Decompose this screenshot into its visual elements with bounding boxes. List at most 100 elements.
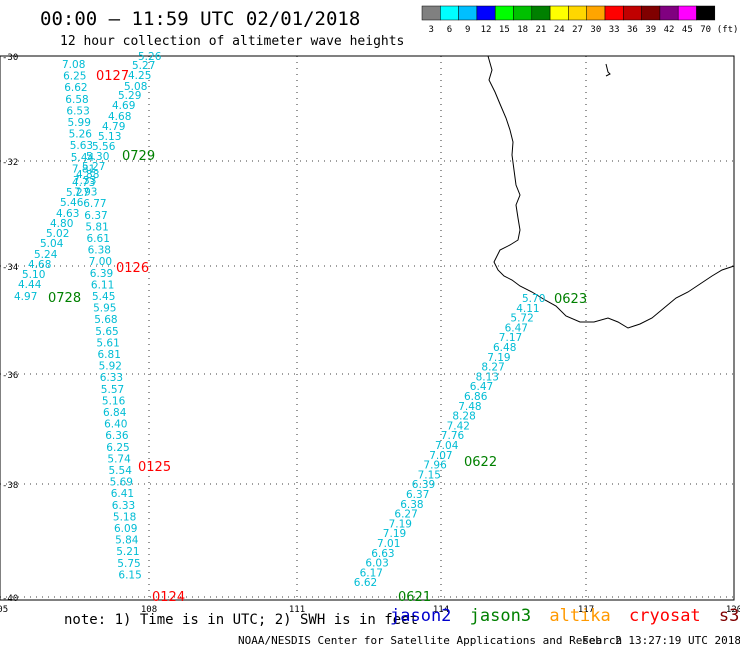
- wave-value: 4.69: [112, 100, 135, 112]
- wave-value: 5.81: [85, 221, 108, 233]
- colorbar-swatch: [494, 5, 514, 21]
- wave-value: 5.26: [69, 129, 93, 141]
- wave-value: 5.54: [109, 465, 133, 477]
- wave-value: 6.38: [400, 499, 423, 511]
- wave-value: 7.19: [487, 352, 510, 364]
- wave-value: 6.53: [66, 105, 89, 117]
- wave-value: 7.93: [74, 187, 97, 199]
- colorbar-swatch: [549, 5, 569, 21]
- colorbar-label: 39: [645, 25, 656, 35]
- wave-value: 5.95: [93, 303, 116, 315]
- wave-value: 5.13: [98, 131, 121, 143]
- wave-value: 5.10: [22, 269, 45, 281]
- colorbar-label: 45: [682, 25, 693, 35]
- lat-label: -34: [2, 263, 18, 273]
- pass-time-label: 0127: [96, 69, 129, 84]
- colorbar-swatch: [677, 5, 697, 21]
- wave-value: 6.40: [104, 419, 127, 431]
- wave-value: 6.25: [63, 71, 86, 83]
- wave-value: 5.27: [132, 60, 155, 72]
- colorbar: 3 6 9 12 15 18 21 24 27 30 33 36 39 42 45 70 (ft): [421, 5, 739, 35]
- wave-value: 6.77: [83, 198, 106, 210]
- colorbar-label: 30: [590, 25, 601, 35]
- wave-value: 8.27: [481, 362, 504, 374]
- wave-value: 6.47: [505, 322, 528, 334]
- wave-value: 5.65: [95, 326, 118, 338]
- page-subtitle: 12 hour collection of altimeter wave hei…: [60, 34, 405, 49]
- wave-value: 7.33: [73, 175, 96, 187]
- wave-value: 6.25: [106, 442, 129, 454]
- wave-value: 5.74: [107, 453, 131, 465]
- colorbar-label: 3: [428, 25, 433, 35]
- wave-value: 7.07: [429, 450, 452, 462]
- generated-timestamp: Feb 2 13:27:19 UTC 2018: [582, 634, 740, 647]
- wave-value: 6.27: [394, 509, 417, 521]
- wave-value: 5.92: [99, 361, 122, 373]
- wave-value: 7.04: [435, 440, 459, 452]
- colorbar-label: 6: [447, 25, 452, 35]
- wave-value: 6.36: [105, 430, 129, 442]
- colorbar-swatch: [458, 5, 478, 21]
- colorbar-label: 36: [627, 25, 638, 35]
- wave-value: 6.81: [98, 349, 121, 361]
- wave-value: 5.68: [94, 314, 117, 326]
- wave-value: 6.58: [65, 94, 88, 106]
- footer-credit: NOAA/NESDIS Center for Satellite Applica…: [238, 634, 623, 647]
- wave-value: 6.37: [84, 210, 107, 222]
- wave-value: 8.28: [452, 411, 475, 423]
- wave-value: 6.37: [406, 489, 429, 501]
- wave-value: 6.33: [112, 500, 135, 512]
- wave-value: 5.61: [96, 337, 119, 349]
- wave-value: 6.47: [470, 381, 493, 393]
- colorbar-label: 42: [664, 25, 675, 35]
- wave-value: 7.15: [418, 469, 441, 481]
- island-outline: [605, 63, 611, 77]
- wave-value: 4.44: [18, 279, 42, 291]
- legend-s3a: s3a: [718, 606, 740, 626]
- wave-value: 7.19: [383, 528, 406, 540]
- wave-value: 4.25: [128, 70, 151, 82]
- colorbar-unit: (ft): [717, 25, 739, 35]
- colorbar-label: 9: [465, 25, 470, 35]
- wave-value: 5.56: [92, 141, 116, 153]
- wave-value: 6.63: [371, 548, 394, 560]
- wave-value: 5.99: [68, 117, 91, 129]
- legend-altika: altika: [549, 606, 611, 626]
- wave-value: 5.21: [116, 546, 139, 558]
- colorbar-label: 12: [481, 25, 492, 35]
- wave-value: 7.81: [72, 163, 95, 175]
- wave-value: 4.73: [72, 177, 95, 189]
- pass-time-label: 0622: [464, 455, 497, 470]
- wave-value: 5.75: [117, 558, 140, 570]
- satellite-legend: jason2 jason3 altika cryosat s3a: [390, 606, 740, 626]
- wave-value: 5.84: [115, 535, 139, 547]
- wave-value: 4.88: [76, 169, 99, 181]
- colorbar-swatch: [568, 5, 587, 21]
- wave-value: 7.76: [441, 430, 465, 442]
- lon-label: 117: [578, 605, 594, 615]
- colorbar-swatch: [476, 5, 496, 21]
- wave-value: 6.62: [64, 82, 87, 94]
- colorbar-swatch: [531, 5, 551, 21]
- wave-value: 4.79: [102, 121, 125, 133]
- colorbar-swatch: [623, 5, 642, 21]
- legend-jason3: jason3: [469, 606, 532, 626]
- wave-value: 5.72: [510, 313, 533, 325]
- wave-value: 4.68: [108, 111, 131, 123]
- lon-label: 111: [289, 605, 305, 615]
- wave-value: 6.84: [103, 407, 127, 419]
- colorbar-swatch: [421, 5, 441, 21]
- wave-value: 6.09: [114, 523, 137, 535]
- colorbar-label: 33: [609, 25, 620, 35]
- legend-cryosat: cryosat: [629, 606, 701, 626]
- wave-value: 6.62: [354, 577, 377, 589]
- lat-label: -38: [2, 481, 18, 491]
- wave-value: 6.41: [111, 488, 134, 500]
- pass-time-label: 0728: [48, 291, 81, 306]
- colorbar-swatch: [696, 5, 716, 21]
- wave-value: 7.00: [89, 256, 112, 268]
- wave-value: 5.18: [113, 511, 136, 523]
- colorbar-label: 18: [517, 25, 528, 35]
- wave-value: 5.29: [118, 90, 141, 102]
